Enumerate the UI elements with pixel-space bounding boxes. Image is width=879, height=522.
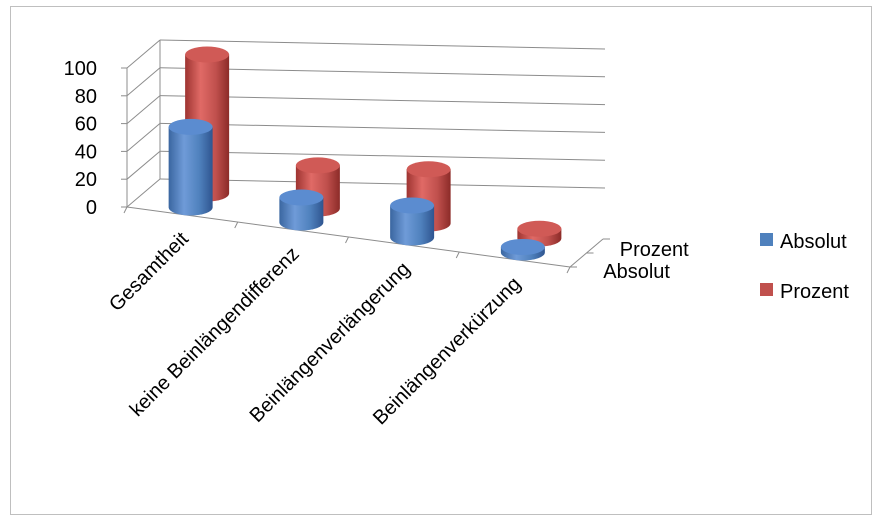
depth-label: Prozent [620,239,689,261]
cylinder-absolut-1 [279,189,324,231]
cylinder-top [185,46,230,63]
side-gridline [126,39,161,69]
x-tick [123,206,128,214]
cylinder-absolut-3 [500,238,545,261]
chart-frame [10,6,872,515]
y-tick-label: 20 [75,169,97,191]
y-tick-label: 100 [64,58,97,80]
legend: Absolut Prozent [760,231,849,303]
cylinder-body [168,126,213,216]
grid [126,39,606,208]
y-tick-label: 40 [75,141,97,163]
legend-label-prozent: Prozent [780,281,849,303]
x-tick [345,236,349,244]
y-tick-label: 60 [75,114,97,136]
cylinder-top [168,118,213,135]
legend-swatch-prozent [760,283,773,296]
cylinder-top [390,197,435,214]
y-tick-label: 0 [86,197,97,219]
gridline [159,67,606,78]
cylinder-top [295,157,340,174]
cylinder-top [500,238,545,255]
bars [168,46,562,261]
x-tick [234,221,239,229]
side-gridline [126,67,161,97]
x-category-label: Beinlängenverkürzung [369,273,525,429]
cylinder-top [279,189,324,206]
gridline [159,39,606,50]
side-gridline [126,95,161,124]
legend-label-absolut: Absolut [780,231,847,253]
cylinder-body [390,205,435,246]
cylinder-body [279,197,324,231]
cylinder-absolut-0 [168,118,213,216]
x-category-label: Gesamtheit [105,228,193,316]
x-tick [566,266,571,274]
y-tick-label: 80 [75,86,97,108]
gridline [159,178,606,189]
axes [121,40,610,274]
gridline [159,95,606,106]
x-tick [455,251,460,259]
legend-swatch-absolut [760,233,773,246]
cylinder-top [406,161,451,178]
gridline [159,150,606,161]
gridline [159,122,606,133]
side-gridline [126,150,161,180]
cylinder-top [517,220,562,237]
side-gridline [126,123,161,152]
depth-label: Absolut [603,261,670,283]
cylinder-absolut-2 [390,197,435,246]
side-gridline [126,178,161,208]
